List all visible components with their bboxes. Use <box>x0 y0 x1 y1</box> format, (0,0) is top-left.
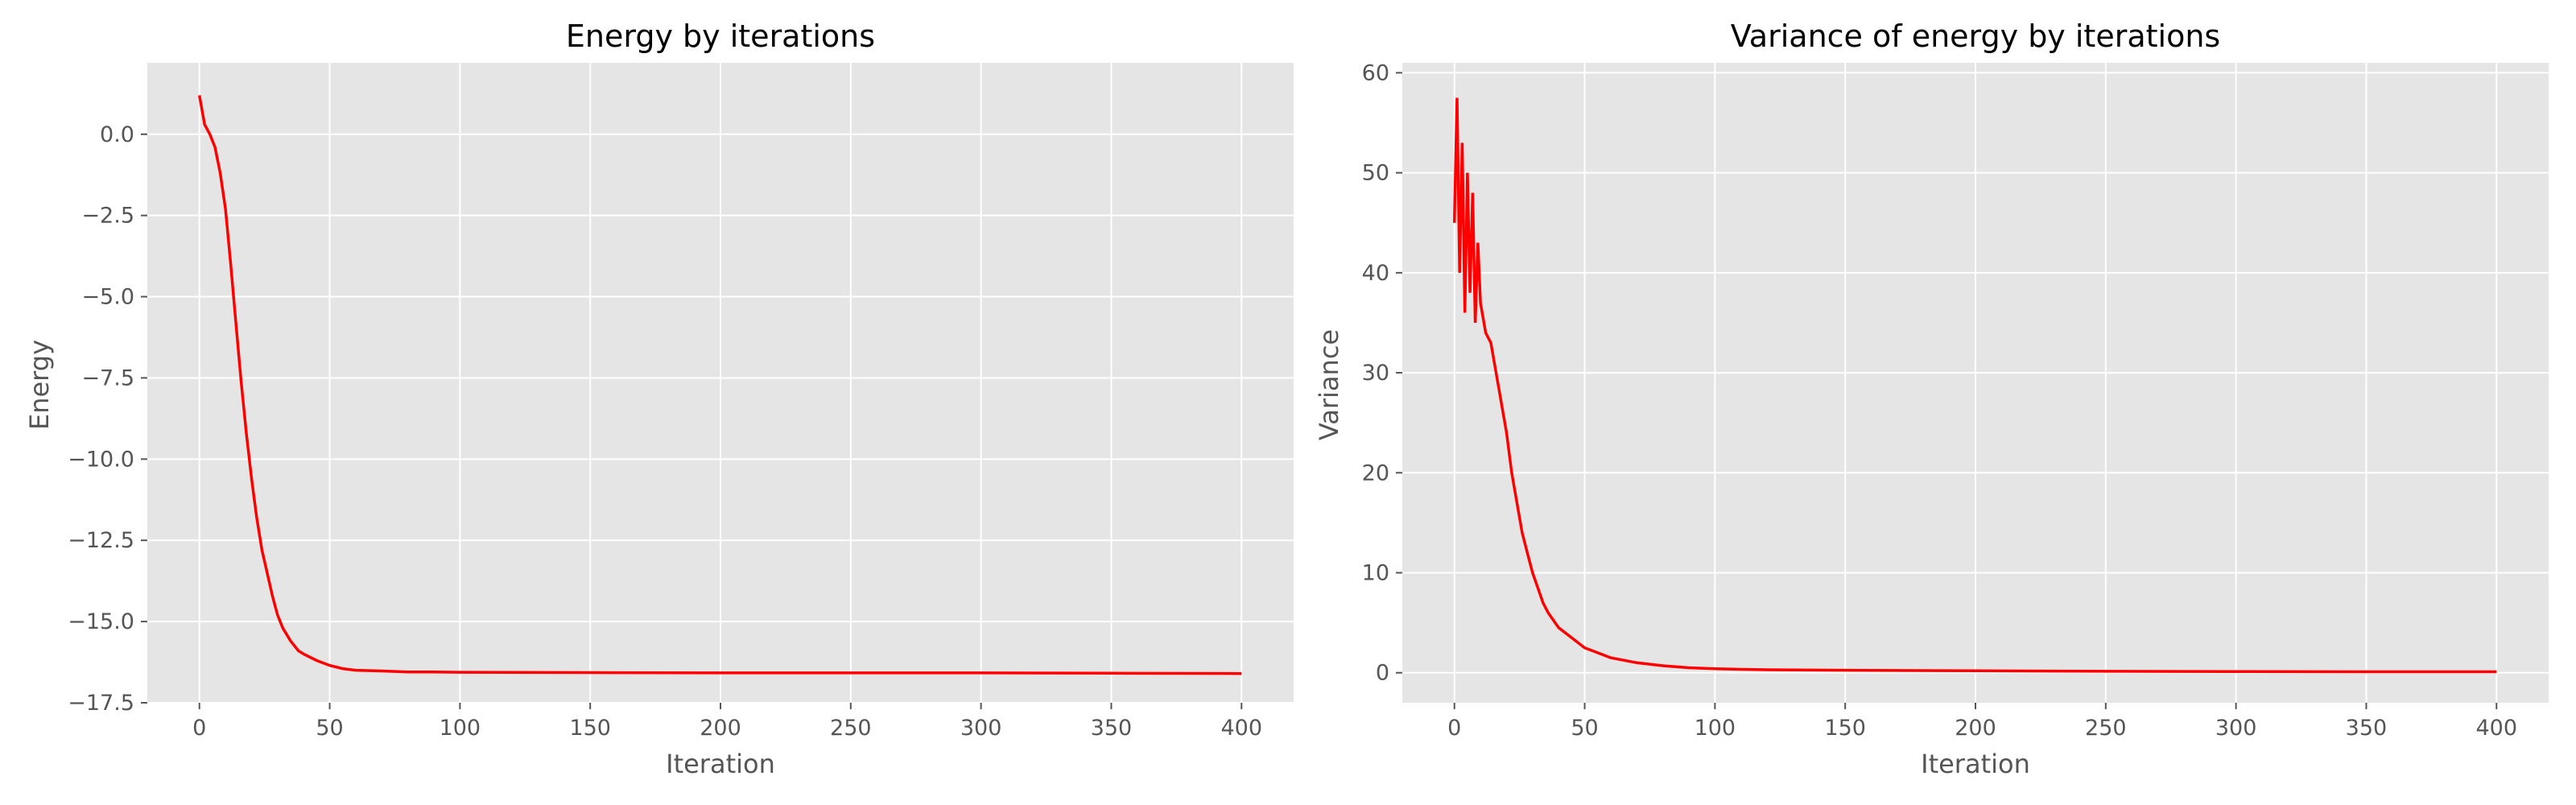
ticks-energy: 0 50 100 150 200 250 300 350 400 0.0 −2.5 −5.0 −7.5 −… <box>68 122 1262 741</box>
y-tick-label-variance: 30 <box>1362 361 1389 386</box>
y-tick-label-energy: 0.0 <box>100 122 134 147</box>
y-tick-label-variance: 0 <box>1376 661 1389 686</box>
y-tick-label-variance: 40 <box>1362 261 1389 286</box>
y-tick-label-variance: 60 <box>1362 60 1389 85</box>
series-line-energy <box>197 95 1242 675</box>
series-line-variance <box>1452 97 2497 674</box>
x-tick-label-energy: 400 <box>1220 716 1262 741</box>
x-tick-label-variance: 350 <box>2346 716 2388 741</box>
y-tick-label-energy: −15.0 <box>68 609 134 634</box>
y-tick-label-energy: −10.0 <box>68 447 134 472</box>
x-tick-label-variance: 50 <box>1571 716 1598 741</box>
chart-energy: 0 50 100 150 200 250 300 350 400 0.0 −2.5 −5.0 −7.5 −… <box>24 19 1294 779</box>
x-tick-label-variance: 200 <box>1955 716 1996 741</box>
x-tick-label-energy: 250 <box>830 716 872 741</box>
x-tick-label-energy: 300 <box>960 716 1002 741</box>
ticks-variance: 0 50 100 150 200 250 300 350 400 0 10 20 30 40 50 60 <box>1362 60 2517 741</box>
y-tick-label-energy: −2.5 <box>81 204 134 229</box>
y-tick-label-energy: −7.5 <box>81 365 134 390</box>
x-tick-label-energy: 50 <box>316 716 343 741</box>
x-tick-label-variance: 300 <box>2215 716 2257 741</box>
y-tick-label-energy: −17.5 <box>68 691 134 716</box>
y-tick-label-variance: 50 <box>1362 161 1389 186</box>
x-tick-label-energy: 150 <box>569 716 611 741</box>
x-axis-label-variance: Iteration <box>1921 749 2030 779</box>
y-tick-label-energy: −12.5 <box>68 528 134 553</box>
y-tick-label-variance: 10 <box>1362 561 1389 586</box>
chart-variance: 0 50 100 150 200 250 300 350 400 0 10 20 30 40 50 60 Va… <box>1314 19 2549 779</box>
x-tick-label-energy: 100 <box>440 716 481 741</box>
y-tick-label-variance: 20 <box>1362 460 1389 485</box>
x-tick-label-energy: 350 <box>1091 716 1133 741</box>
y-axis-label-variance: Variance <box>1314 329 1344 440</box>
y-axis-label-energy: Energy <box>24 340 55 430</box>
x-tick-label-energy: 0 <box>192 716 206 741</box>
chart-title-variance: Variance of energy by iterations <box>1731 19 2220 54</box>
x-tick-label-variance: 250 <box>2085 716 2127 741</box>
chart-title-energy: Energy by iterations <box>566 19 875 54</box>
x-tick-label-energy: 200 <box>700 716 741 741</box>
x-tick-label-variance: 100 <box>1695 716 1736 741</box>
x-tick-label-variance: 0 <box>1447 716 1461 741</box>
y-tick-label-energy: −5.0 <box>81 285 134 310</box>
x-axis-label-energy: Iteration <box>666 749 775 779</box>
x-tick-label-variance: 400 <box>2475 716 2517 741</box>
x-tick-label-variance: 150 <box>1824 716 1866 741</box>
grid-energy <box>147 63 1294 704</box>
